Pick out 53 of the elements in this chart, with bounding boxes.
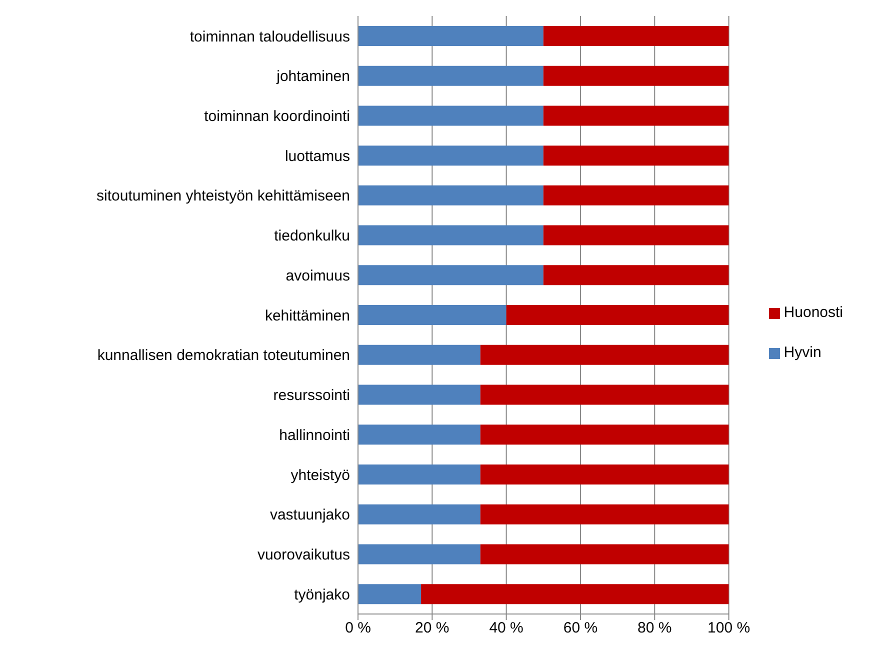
- y-tick-label: kunnallisen demokratian toteutuminen: [97, 347, 350, 364]
- x-tick-label: 40 %: [489, 620, 524, 637]
- bar: [358, 106, 544, 126]
- bar: [358, 66, 544, 86]
- bar: [358, 344, 480, 365]
- y-tick-label: sitoutuminen yhteistyön kehittämiseen: [96, 188, 350, 205]
- y-tick-label: resurssointi: [273, 387, 350, 404]
- x-tick-label: 20 %: [415, 620, 450, 637]
- bar: [358, 384, 480, 405]
- bar: [358, 424, 480, 445]
- bar: [543, 146, 729, 166]
- bar: [480, 464, 729, 484]
- y-tick-label: vuorovaikutus: [257, 546, 350, 564]
- legend-label: Hyvin: [784, 344, 822, 361]
- y-tick-label: toiminnan taloudellisuus: [190, 28, 350, 46]
- bar: [480, 544, 729, 564]
- bar: [543, 66, 729, 86]
- y-tick-label: toiminnan koordinointi: [204, 108, 350, 125]
- bar: [421, 584, 729, 604]
- bar: [358, 305, 506, 326]
- bar: [358, 464, 480, 484]
- bar: [506, 305, 729, 326]
- legend-label: Huonosti: [784, 304, 843, 321]
- bar: [480, 424, 729, 445]
- x-tick-label: 60 %: [563, 620, 598, 637]
- bar: [543, 26, 729, 46]
- y-tick-label: työnjako: [294, 586, 350, 604]
- y-tick-label: vastuunjako: [270, 506, 350, 524]
- x-tick-label: 100 %: [708, 620, 750, 637]
- bar: [543, 185, 729, 206]
- bar: [358, 185, 544, 206]
- y-tick-label: johtaminen: [276, 68, 350, 86]
- bar: [358, 26, 544, 46]
- bar: [543, 106, 729, 126]
- x-tick-label: 80 %: [638, 620, 672, 637]
- bar: [543, 225, 729, 246]
- x-tick-label: 0 %: [345, 620, 371, 637]
- bar: [480, 344, 729, 365]
- y-tick-label: avoimuus: [286, 267, 350, 284]
- bar: [543, 265, 729, 286]
- bar: [358, 146, 544, 166]
- bar: [358, 265, 544, 286]
- bar: [480, 504, 729, 524]
- y-tick-label: yhteistyö: [290, 466, 350, 484]
- y-tick-label: tiedonkulku: [274, 228, 350, 245]
- bar: [358, 544, 480, 564]
- bar: [480, 384, 729, 405]
- bar: [358, 225, 544, 246]
- bar: [358, 584, 422, 604]
- y-tick-label: luottamus: [284, 148, 350, 165]
- y-tick-label: kehittäminen: [264, 307, 350, 324]
- bar: [358, 504, 480, 524]
- y-tick-label: hallinnointi: [279, 426, 350, 444]
